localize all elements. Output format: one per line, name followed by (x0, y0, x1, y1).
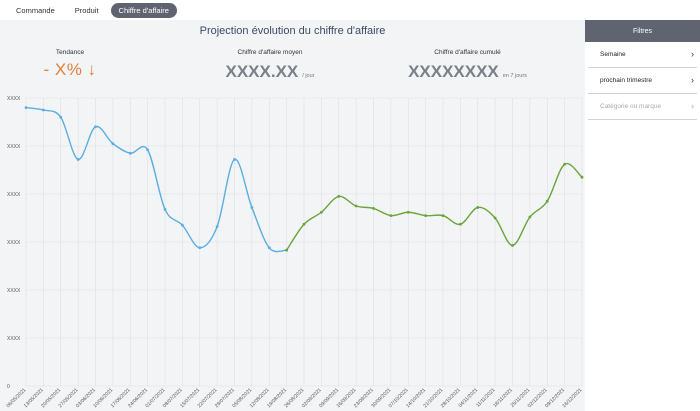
projection-data-point (285, 248, 289, 252)
kpi-trend-value: - X% ↓ (43, 60, 97, 79)
history-data-point (41, 108, 45, 112)
kpi-cumulative-value: XXXXXXXX (408, 62, 499, 81)
filter-categorie-marque[interactable]: Catégorie ou marque › (588, 94, 697, 120)
projection-data-point (389, 214, 393, 218)
projection-data-point (337, 195, 341, 198)
chevron-right-icon: › (691, 101, 694, 111)
filter-semaine[interactable]: Semaine › (588, 42, 697, 68)
projection-data-point (545, 199, 549, 203)
projection-data-point (406, 210, 410, 214)
history-data-point (146, 148, 150, 152)
filter-semaine-label: Semaine (600, 51, 626, 58)
y-tick-label: XXXX (7, 144, 21, 150)
y-tick-label: 0 (7, 384, 10, 390)
history-data-point (180, 223, 184, 227)
filters-sidebar: Filtres Semaine › prochain trimestre › C… (585, 20, 700, 411)
projection-data-point (476, 206, 480, 209)
kpi-average-value: XXXX.XX (225, 62, 299, 81)
top-nav: Commande Produit Chiffre d'affaire (0, 0, 700, 20)
projection-data-point (580, 175, 584, 179)
projection-data-point (511, 243, 514, 247)
history-series-line (25, 106, 287, 253)
projection-series-line (286, 162, 583, 251)
projection-data-point (424, 214, 428, 218)
history-data-point (94, 125, 97, 129)
y-tick-label: XXXX (7, 96, 21, 102)
revenue-line-chart: XXXXXXXXXXXXXXXXXXXXXXXX006/05/202113/05… (5, 96, 584, 409)
y-tick-label: XXXX (7, 288, 21, 294)
history-data-point (198, 246, 202, 250)
projection-data-point (319, 210, 323, 214)
filter-prochain-trimestre[interactable]: prochain trimestre › (588, 68, 697, 94)
kpi-average-label: Chiffre d'affaire moyen (237, 49, 303, 56)
history-data-point (233, 158, 236, 161)
projection-data-point (493, 216, 497, 220)
projection-data-point (441, 214, 445, 218)
chevron-right-icon: › (691, 75, 694, 85)
tab-chiffre-affaire[interactable]: Chiffre d'affaire (110, 2, 177, 18)
kpi-average-unit: / jour (302, 73, 315, 79)
page-title: Projection évolution du chiffre d'affair… (199, 25, 386, 37)
history-data-point (111, 142, 115, 146)
history-data-point (250, 206, 254, 209)
history-data-point (24, 106, 28, 109)
tab-produit[interactable]: Produit (74, 5, 99, 15)
projection-data-point (528, 215, 532, 219)
history-data-point (76, 158, 80, 161)
kpi-average: Chiffre d'affaire moyen XXXX.XX / jour (205, 49, 335, 82)
y-tick-label: XXXX (7, 192, 21, 198)
projection-data-point (354, 204, 358, 208)
history-data-point (163, 207, 167, 211)
kpi-cumulative-label: Chiffre d'affaire cumulé (434, 49, 501, 56)
kpi-cumulative: Chiffre d'affaire cumulé XXXXXXXX en 7 jo… (395, 49, 540, 82)
kpi-trend: Tendance - X% ↓ (30, 49, 110, 80)
y-tick-label: XXXX (7, 240, 21, 246)
filter-categorie-label: Catégorie ou marque (600, 103, 662, 110)
filter-trimestre-label: prochain trimestre (600, 77, 653, 84)
history-data-point (267, 246, 271, 250)
kpi-trend-label: Tendance (55, 49, 85, 56)
projection-data-point (563, 162, 567, 166)
projection-data-point (458, 222, 462, 226)
history-data-point (215, 225, 219, 229)
projection-data-point (302, 222, 306, 226)
history-data-point (128, 151, 132, 155)
y-tick-label: XXXX (7, 336, 21, 342)
history-data-point (59, 115, 63, 119)
chevron-right-icon: › (691, 49, 694, 59)
tab-commande[interactable]: Commande (16, 5, 55, 15)
projection-data-point (372, 207, 375, 210)
filters-header: Filtres (585, 20, 700, 42)
main-panel: Projection évolution du chiffre d'affair… (0, 20, 585, 411)
kpi-cumulative-unit: en 7 jours (502, 73, 527, 79)
